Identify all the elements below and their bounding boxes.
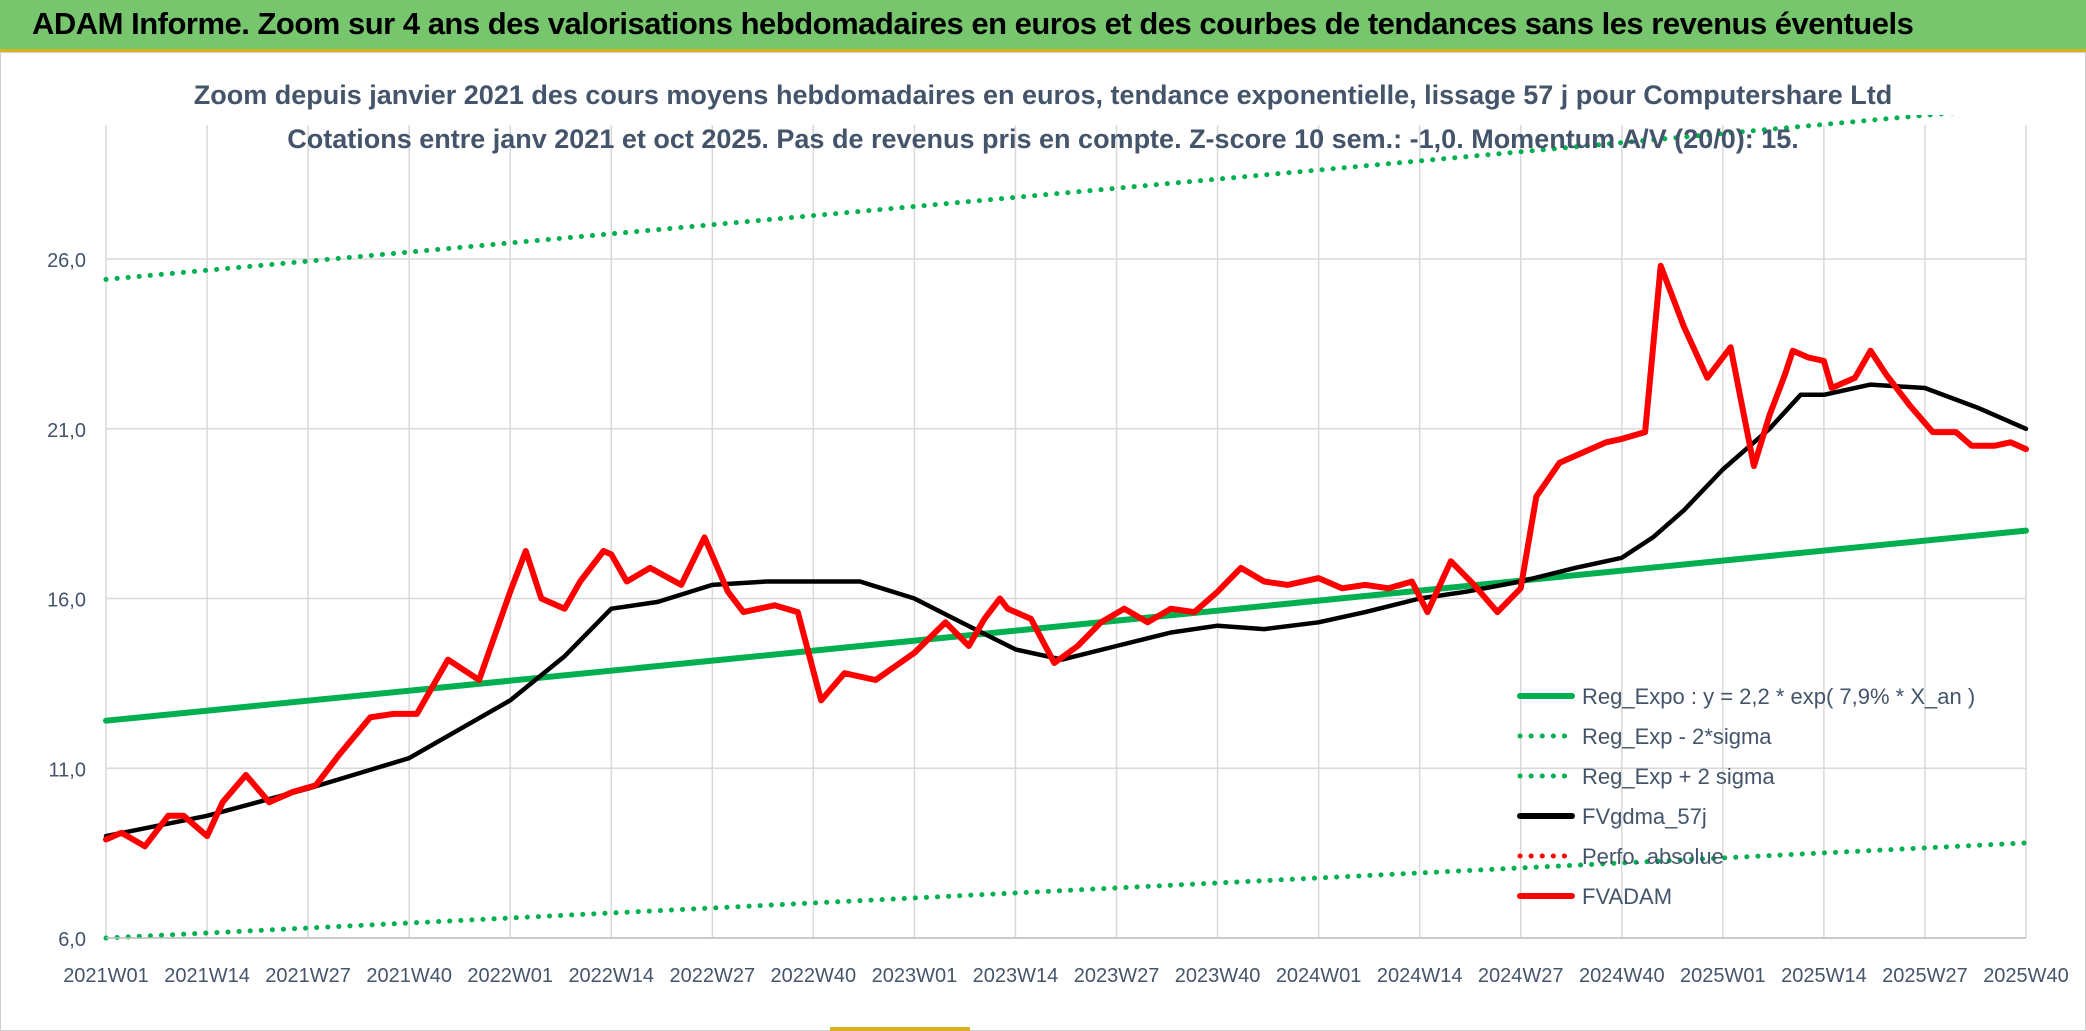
x-tick-label: 2025W14 [1781, 965, 1867, 987]
x-tick-label: 2024W40 [1579, 965, 1665, 987]
y-tick-label: 16,0 [47, 590, 86, 612]
x-tick-label: 2022W27 [670, 965, 756, 987]
y-tick-label: 6,0 [58, 929, 86, 951]
y-tick-label: 26,0 [47, 250, 86, 272]
legend-label: FVgdma_57j [1582, 804, 1707, 829]
x-tick-label: 2021W14 [164, 965, 250, 987]
x-tick-label: 2025W40 [1983, 965, 2069, 987]
grid [105, 125, 2027, 939]
header-banner: ADAM Informe. Zoom sur 4 ans des valoris… [0, 0, 2086, 52]
axes: 6,0 11,0 16,0 21,0 26,0 2021W01 2021W14 2021W27… [47, 250, 2069, 987]
x-tick-label: 2024W01 [1276, 965, 1362, 987]
x-tick-label: 2023W14 [973, 965, 1059, 987]
legend-label: Reg_Exp + 2 sigma [1582, 764, 1775, 789]
series-line [103, 382, 2029, 839]
x-tick-label: 2024W14 [1377, 965, 1463, 987]
series-line [103, 115, 1957, 282]
x-tick-label: 2023W27 [1074, 965, 1160, 987]
y-tick-label: 21,0 [47, 420, 86, 442]
x-tick-label: 2021W01 [63, 965, 149, 987]
series-line [103, 840, 2029, 941]
legend-label: FVADAM [1582, 884, 1672, 909]
legend-label: Reg_Expo : y = 2,2 * exp( 7,9% * X_an ) [1582, 684, 1975, 709]
y-tick-label: 11,0 [49, 759, 86, 781]
series-layer [103, 115, 2029, 941]
x-tick-label: 2022W14 [568, 965, 654, 987]
x-tick-label: 2023W40 [1175, 965, 1261, 987]
chart-title: Zoom depuis janvier 2021 des cours moyen… [193, 80, 1893, 110]
x-tick-label: 2023W01 [872, 965, 958, 987]
series-line [103, 262, 2029, 850]
x-tick-label: 2021W40 [366, 965, 452, 987]
legend-label: Perfo. absolue [1582, 844, 1724, 869]
x-tick-label: 2025W27 [1882, 965, 1968, 987]
legend: Reg_Expo : y = 2,2 * exp( 7,9% * X_an ) R… [1517, 684, 1975, 909]
x-tick-label: 2024W27 [1478, 965, 1564, 987]
legend-label: Reg_Exp - 2*sigma [1582, 724, 1772, 749]
bottom-accent-bar [830, 1027, 970, 1031]
chart-subtitle: Cotations entre janv 2021 et oct 2025. P… [287, 124, 1799, 154]
x-tick-label: 2021W27 [265, 965, 351, 987]
x-tick-label: 2022W40 [771, 965, 857, 987]
x-tick-label: 2025W01 [1680, 965, 1766, 987]
series-clip-group [103, 115, 2029, 941]
x-tick-label: 2022W01 [467, 965, 553, 987]
series-line [103, 527, 2029, 724]
page-title: ADAM Informe. Zoom sur 4 ans des valoris… [32, 6, 1914, 41]
